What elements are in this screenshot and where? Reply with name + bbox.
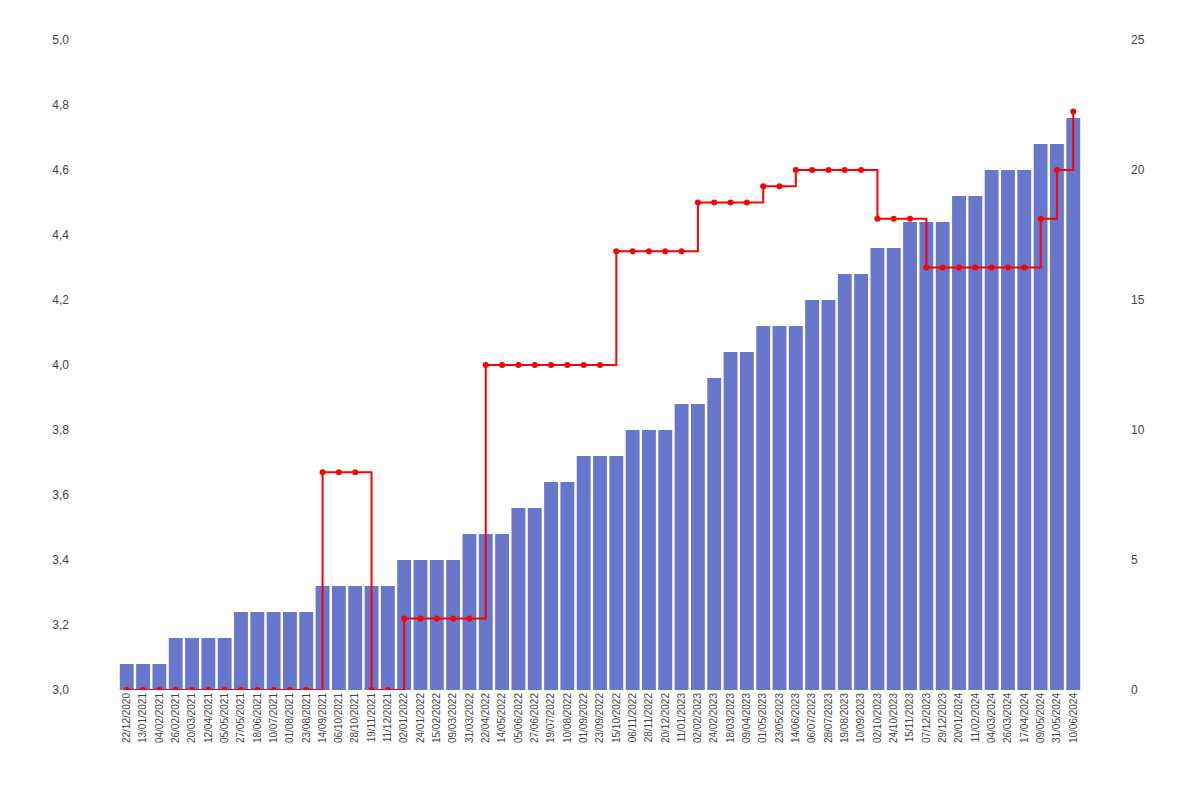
svg-text:3,8: 3,8 (52, 423, 69, 437)
svg-text:24/10/2023: 24/10/2023 (888, 693, 899, 743)
svg-text:28/10/2021: 28/10/2021 (349, 693, 360, 743)
svg-text:10/09/2023: 10/09/2023 (855, 693, 866, 743)
svg-text:06/10/2021: 06/10/2021 (333, 693, 344, 743)
svg-text:19/08/2023: 19/08/2023 (839, 693, 850, 743)
svg-text:12/04/2021: 12/04/2021 (203, 693, 214, 743)
svg-text:3,0: 3,0 (52, 683, 69, 697)
svg-text:31/05/2024: 31/05/2024 (1051, 693, 1062, 743)
svg-text:5,0: 5,0 (52, 33, 69, 47)
svg-text:15: 15 (1131, 293, 1145, 307)
svg-text:3,2: 3,2 (52, 618, 69, 632)
svg-text:02/01/2022: 02/01/2022 (398, 693, 409, 743)
svg-text:14/05/2022: 14/05/2022 (496, 693, 507, 743)
svg-text:19/07/2022: 19/07/2022 (545, 693, 556, 743)
svg-text:27/05/2021: 27/05/2021 (235, 693, 246, 743)
svg-text:4,8: 4,8 (52, 98, 69, 112)
svg-text:01/05/2023: 01/05/2023 (757, 693, 768, 743)
svg-text:10/07/2021: 10/07/2021 (268, 693, 279, 743)
svg-text:25: 25 (1131, 33, 1145, 47)
svg-text:15/10/2022: 15/10/2022 (611, 693, 622, 743)
svg-text:11/01/2023: 11/01/2023 (676, 693, 687, 743)
svg-text:0: 0 (1131, 683, 1138, 697)
svg-text:23/08/2021: 23/08/2021 (301, 693, 312, 743)
svg-text:10: 10 (1131, 423, 1145, 437)
svg-text:20: 20 (1131, 163, 1145, 177)
svg-text:19/11/2021: 19/11/2021 (366, 693, 377, 743)
svg-text:01/09/2022: 01/09/2022 (578, 693, 589, 743)
svg-text:3,4: 3,4 (52, 553, 69, 567)
svg-text:22/12/2020: 22/12/2020 (121, 693, 132, 743)
svg-text:14/06/2023: 14/06/2023 (790, 693, 801, 743)
svg-text:20/03/2021: 20/03/2021 (186, 693, 197, 743)
svg-text:18/06/2021: 18/06/2021 (252, 693, 263, 743)
svg-text:11/12/2021: 11/12/2021 (382, 693, 393, 743)
svg-text:18/03/2023: 18/03/2023 (725, 693, 736, 743)
svg-text:24/02/2023: 24/02/2023 (708, 693, 719, 743)
svg-text:4,0: 4,0 (52, 358, 69, 372)
svg-text:09/05/2024: 09/05/2024 (1035, 693, 1046, 743)
svg-text:09/04/2023: 09/04/2023 (741, 693, 752, 743)
svg-text:02/10/2023: 02/10/2023 (872, 693, 883, 743)
svg-text:10/08/2022: 10/08/2022 (562, 693, 573, 743)
svg-text:4,6: 4,6 (52, 163, 69, 177)
svg-text:13/01/2021: 13/01/2021 (137, 693, 148, 743)
svg-text:28/11/2022: 28/11/2022 (643, 693, 654, 743)
svg-text:29/12/2023: 29/12/2023 (937, 693, 948, 743)
svg-text:26/03/2024: 26/03/2024 (1002, 693, 1013, 743)
svg-text:4,4: 4,4 (52, 228, 69, 242)
svg-text:06/11/2022: 06/11/2022 (627, 693, 638, 743)
svg-text:27/06/2022: 27/06/2022 (529, 693, 540, 743)
svg-text:04/02/2021: 04/02/2021 (154, 693, 165, 743)
svg-text:02/02/2023: 02/02/2023 (692, 693, 703, 743)
svg-text:05/06/2022: 05/06/2022 (513, 693, 524, 743)
svg-text:15/02/2022: 15/02/2022 (431, 693, 442, 743)
svg-text:4,2: 4,2 (52, 293, 69, 307)
svg-text:22/04/2022: 22/04/2022 (480, 693, 491, 743)
svg-text:23/05/2023: 23/05/2023 (774, 693, 785, 743)
svg-text:11/02/2024: 11/02/2024 (970, 693, 981, 743)
svg-text:23/09/2022: 23/09/2022 (594, 693, 605, 743)
svg-text:04/03/2024: 04/03/2024 (986, 693, 997, 743)
svg-text:20/01/2024: 20/01/2024 (953, 693, 964, 743)
svg-text:28/07/2023: 28/07/2023 (823, 693, 834, 743)
svg-text:07/12/2023: 07/12/2023 (921, 693, 932, 743)
svg-text:15/11/2023: 15/11/2023 (904, 693, 915, 743)
svg-text:20/12/2022: 20/12/2022 (660, 693, 671, 743)
svg-text:14/09/2021: 14/09/2021 (317, 693, 328, 743)
svg-text:5: 5 (1131, 553, 1138, 567)
svg-text:31/03/2022: 31/03/2022 (464, 693, 475, 743)
svg-text:06/07/2023: 06/07/2023 (806, 693, 817, 743)
svg-text:05/05/2021: 05/05/2021 (219, 693, 230, 743)
svg-text:10/06/2024: 10/06/2024 (1068, 693, 1079, 743)
svg-text:17/04/2024: 17/04/2024 (1019, 693, 1030, 743)
svg-text:01/08/2021: 01/08/2021 (284, 693, 295, 743)
svg-text:26/02/2021: 26/02/2021 (170, 693, 181, 743)
svg-text:3,6: 3,6 (52, 488, 69, 502)
svg-text:09/03/2022: 09/03/2022 (447, 693, 458, 743)
svg-text:24/01/2022: 24/01/2022 (415, 693, 426, 743)
